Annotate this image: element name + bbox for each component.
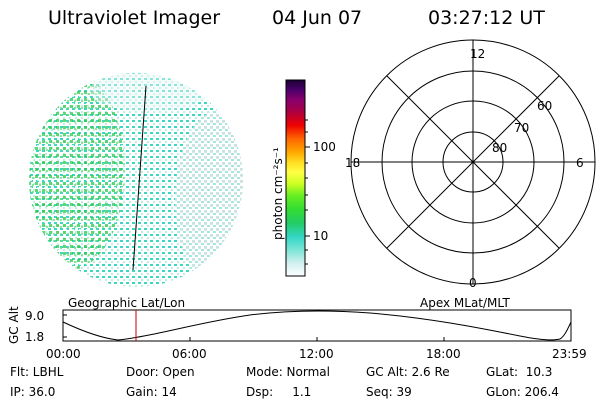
timeline-ticks	[63, 314, 445, 341]
time-tick-3: 18:00	[426, 347, 461, 361]
time-tick-4: 23:59	[552, 347, 587, 361]
date-label: 04 Jun 07	[272, 7, 363, 29]
status-gc-alt: GC Alt: 2.6 Re	[366, 365, 450, 379]
altitude-curve	[62, 310, 572, 341]
polar-label-18: 18	[345, 156, 361, 170]
uv-image-disk	[29, 73, 243, 287]
time-tick-2: 12:00	[299, 347, 334, 361]
colorbar-tick-10: 10	[313, 229, 329, 243]
status-gain: Gain: 14	[126, 385, 177, 399]
status-mode: Mode: Normal	[246, 365, 330, 379]
timeline-left-title: Geographic Lat/Lon	[68, 296, 186, 310]
polar-lat-70: 70	[514, 121, 530, 135]
time-tick-1: 06:00	[172, 347, 207, 361]
polar-lat-80: 80	[492, 141, 508, 155]
timeline-y-tick-high: 9.0	[25, 309, 45, 323]
polar-plot	[350, 39, 596, 285]
colorbar	[285, 79, 306, 277]
status-dsp: Dsp: 1.1	[246, 385, 312, 399]
status-ip: IP: 36.0	[10, 385, 56, 399]
status-glon: GLon: 206.4	[486, 385, 559, 399]
time-label: 03:27:12 UT	[428, 7, 545, 29]
status-glat: GLat: 10.3	[486, 365, 553, 379]
polar-label-12: 12	[470, 47, 486, 61]
polar-label-6: 6	[576, 156, 584, 170]
colorbar-ticks	[305, 119, 310, 265]
colorbar-tick-100: 100	[313, 140, 336, 154]
time-tick-0: 00:00	[46, 347, 81, 361]
timeline-y-axis-label: GC Alt	[7, 306, 21, 344]
terminator-line	[132, 85, 147, 271]
polar-lat-60: 60	[537, 99, 553, 113]
app-title: Ultraviolet Imager	[48, 7, 221, 29]
status-door: Door: Open	[126, 365, 195, 379]
status-flt: Flt: LBHL	[10, 365, 64, 379]
polar-label-0: 0	[469, 276, 477, 290]
timeline-y-tick-low: 1.8	[25, 330, 45, 344]
status-seq: Seq: 39	[366, 385, 412, 399]
colorbar-unit-label: photon cm⁻²s⁻¹	[271, 147, 285, 240]
timeline-right-title: Apex MLat/MLT	[420, 296, 510, 310]
